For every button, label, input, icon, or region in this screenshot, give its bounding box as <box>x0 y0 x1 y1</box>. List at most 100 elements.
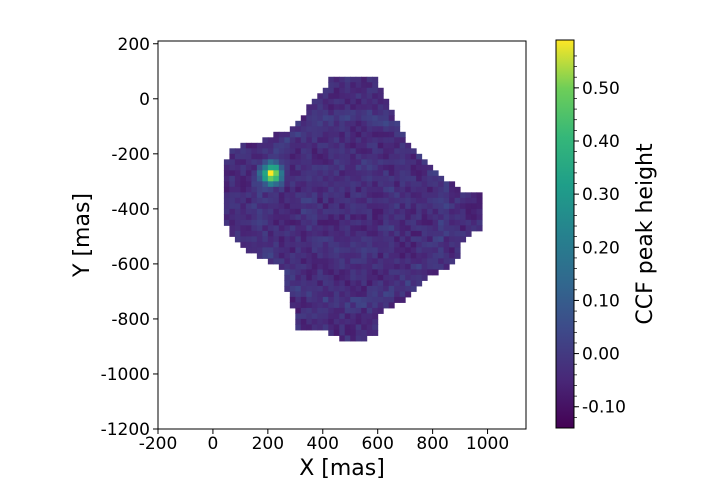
heatmap-cell <box>372 93 379 100</box>
heatmap-cell <box>355 252 362 259</box>
heatmap-cell <box>383 291 390 298</box>
heatmap-cell <box>361 296 368 303</box>
heatmap-cell <box>333 329 340 336</box>
heatmap-cell <box>234 208 241 215</box>
heatmap-cell <box>344 269 351 276</box>
heatmap-cell <box>355 230 362 237</box>
heatmap-cell <box>328 197 335 204</box>
heatmap-cell <box>372 329 379 336</box>
heatmap-cell <box>328 137 335 144</box>
heatmap-cell <box>262 225 269 232</box>
heatmap-cell <box>322 153 329 160</box>
heatmap-cell <box>355 98 362 105</box>
heatmap-cell <box>339 126 346 133</box>
heatmap-cell <box>399 175 406 182</box>
heatmap-cell <box>300 164 307 171</box>
heatmap-cell <box>427 230 434 237</box>
heatmap-cell <box>421 181 428 188</box>
heatmap-cell <box>311 175 318 182</box>
heatmap-cell <box>328 285 335 292</box>
heatmap-cell <box>410 241 417 248</box>
heatmap-cell <box>339 120 346 127</box>
heatmap-cell <box>432 170 439 177</box>
x-axis: -200 0 200 400 600 800 1000 <box>139 429 509 454</box>
heatmap-cell <box>322 285 329 292</box>
heatmap-cell <box>366 82 373 89</box>
heatmap-cell <box>278 186 285 193</box>
heatmap-cell <box>350 214 357 221</box>
heatmap-cell <box>240 208 247 215</box>
heatmap-cell <box>350 164 357 171</box>
heatmap-cell <box>311 296 318 303</box>
heatmap-cell <box>372 225 379 232</box>
heatmap-cell <box>229 153 236 160</box>
heatmap-cell <box>289 164 296 171</box>
heatmap-cell <box>372 87 379 94</box>
heatmap-cell <box>267 170 274 177</box>
heatmap-cell <box>399 252 406 259</box>
y-tick-label: -600 <box>111 255 150 275</box>
heatmap-cell <box>273 137 280 144</box>
heatmap-cell <box>355 318 362 325</box>
heatmap-cell <box>410 181 417 188</box>
heatmap-cell <box>295 302 302 309</box>
heatmap-cell <box>300 131 307 138</box>
heatmap-cell <box>366 219 373 226</box>
heatmap-cell <box>377 230 384 237</box>
heatmap-cell <box>278 214 285 221</box>
heatmap-cell <box>344 296 351 303</box>
heatmap-cell <box>355 109 362 116</box>
heatmap-cell <box>289 269 296 276</box>
heatmap-cell <box>355 263 362 270</box>
heatmap-cell <box>322 247 329 254</box>
heatmap-cell <box>267 208 274 215</box>
heatmap-cell <box>366 307 373 314</box>
heatmap-cell <box>388 263 395 270</box>
heatmap-cell <box>361 208 368 215</box>
heatmap-cell <box>328 258 335 265</box>
heatmap-cell <box>410 280 417 287</box>
heatmap-cell <box>383 208 390 215</box>
heatmap-cell <box>317 197 324 204</box>
heatmap-cell <box>344 197 351 204</box>
heatmap-cell <box>328 82 335 89</box>
heatmap-cell <box>256 170 263 177</box>
heatmap-cell <box>427 208 434 215</box>
heatmap-cell <box>443 214 450 221</box>
heatmap-cell <box>394 252 401 259</box>
heatmap-cell <box>383 274 390 281</box>
heatmap-cell <box>223 219 230 226</box>
heatmap-cell <box>350 197 357 204</box>
heatmap-cell <box>372 120 379 127</box>
heatmap-cell <box>240 197 247 204</box>
heatmap-cell <box>355 274 362 281</box>
heatmap-cell <box>262 170 269 177</box>
heatmap-cell <box>262 252 269 259</box>
heatmap-cell <box>410 214 417 221</box>
heatmap-cell <box>460 230 467 237</box>
heatmap-cell <box>366 76 373 83</box>
heatmap-cell <box>344 274 351 281</box>
heatmap-cell <box>328 98 335 105</box>
heatmap-cell <box>339 109 346 116</box>
heatmap-cell <box>229 197 236 204</box>
heatmap-cell <box>328 109 335 116</box>
heatmap-cell <box>295 186 302 193</box>
heatmap-cell <box>317 280 324 287</box>
heatmap-cell <box>295 296 302 303</box>
heatmap-cell <box>284 170 291 177</box>
heatmap-cell <box>350 115 357 122</box>
heatmap-cell <box>322 241 329 248</box>
heatmap-cell <box>377 302 384 309</box>
heatmap-cell <box>383 247 390 254</box>
heatmap-cell <box>471 197 478 204</box>
heatmap-cell <box>245 159 252 166</box>
heatmap-cell <box>306 291 313 298</box>
heatmap-cell <box>372 175 379 182</box>
heatmap-cell <box>306 263 313 270</box>
heatmap-cell <box>372 170 379 177</box>
heatmap-cell <box>322 208 329 215</box>
heatmap-cell <box>306 170 313 177</box>
heatmap-cell <box>322 170 329 177</box>
heatmap-cell <box>262 214 269 221</box>
